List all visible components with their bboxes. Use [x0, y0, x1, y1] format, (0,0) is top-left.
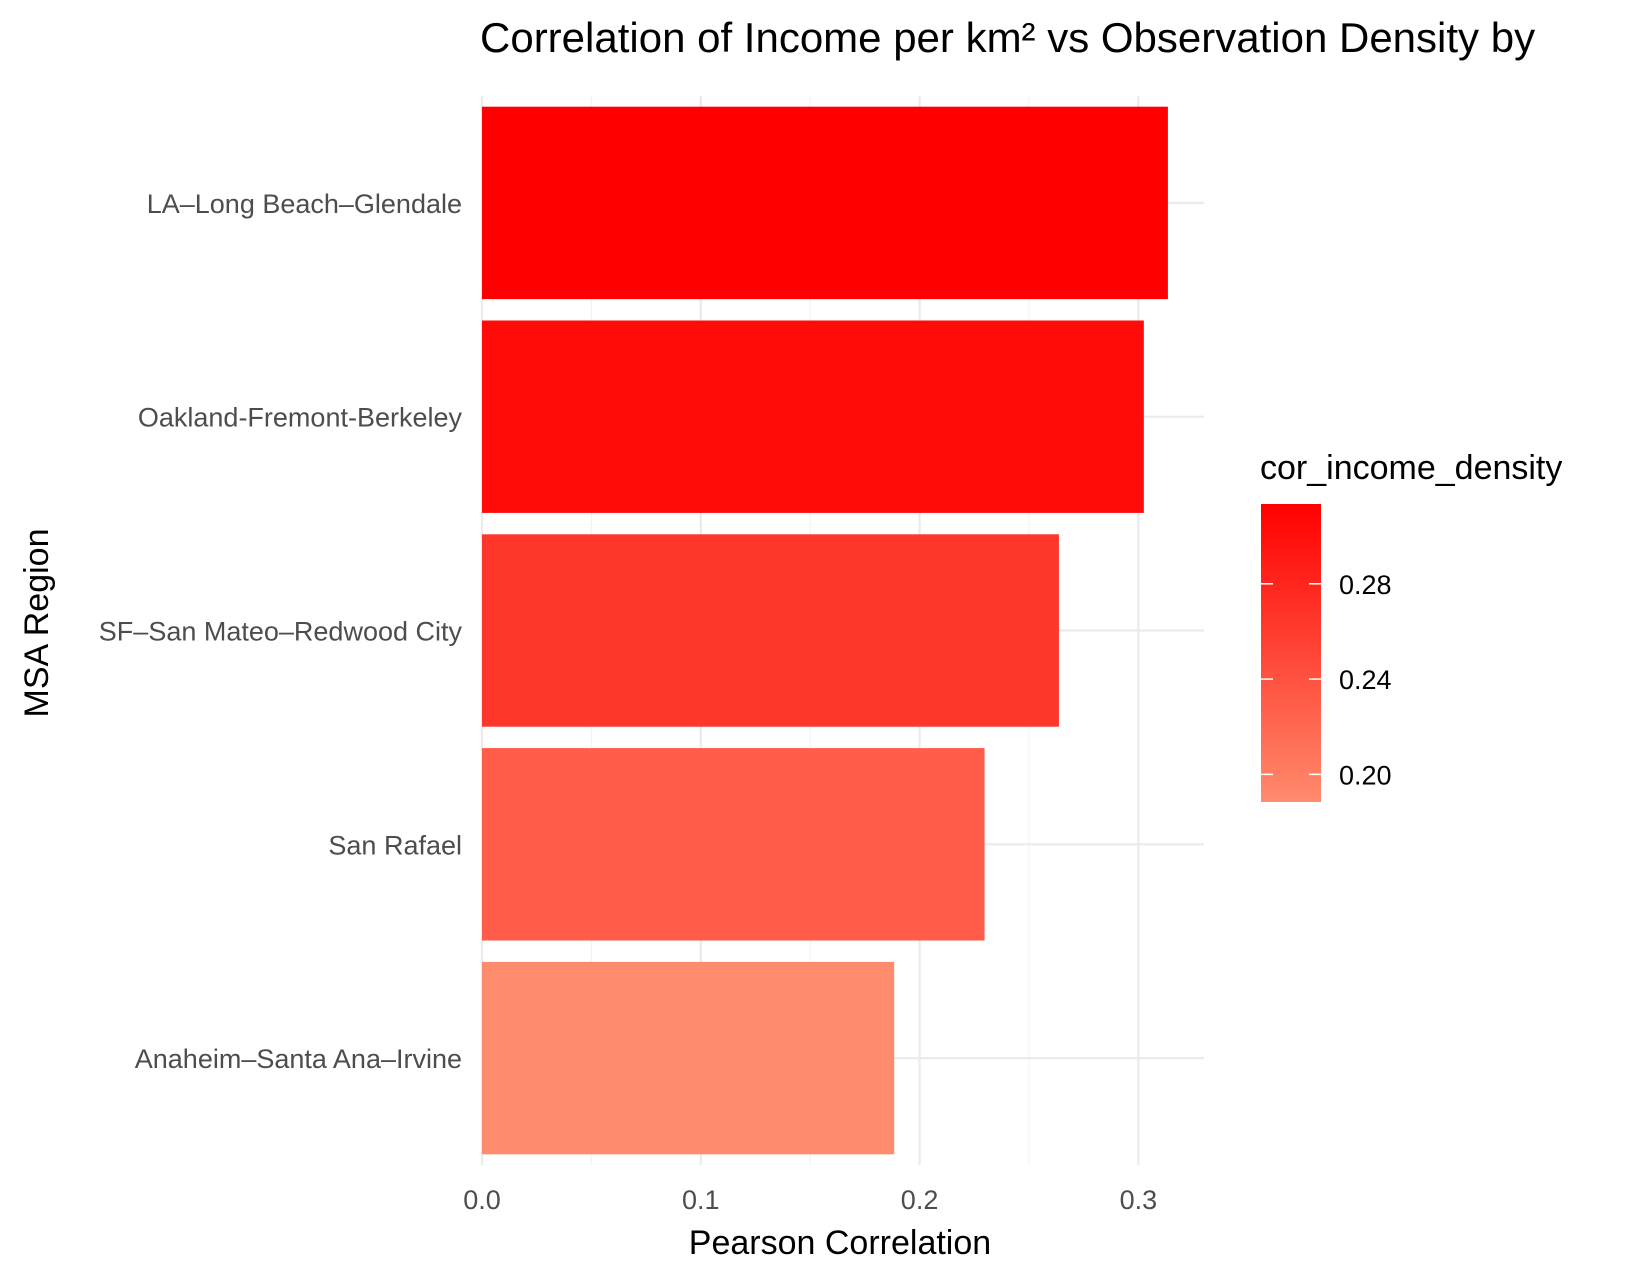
bar — [482, 106, 1168, 300]
legend-tick-label: 0.28 — [1339, 570, 1392, 600]
legend-colorbar — [1261, 504, 1321, 802]
bar — [482, 534, 1059, 727]
y-axis-title: MSA Region — [18, 529, 56, 718]
x-axis-ticks: 0.0 0.1 0.2 0.3 — [463, 1185, 1157, 1215]
bar — [482, 748, 985, 941]
category-label: Oakland-Fremont-Berkeley — [138, 403, 463, 433]
x-tick-label: 0.2 — [901, 1185, 939, 1215]
legend-ticks: 0.20 0.24 0.28 — [1261, 570, 1392, 790]
category-label: Anaheim–Santa Ana–Irvine — [135, 1044, 462, 1074]
bars — [482, 106, 1168, 1155]
legend: cor_income_density 0.20 0.24 0.28 — [1260, 449, 1562, 802]
category-labels: LA–Long Beach–Glendale Oakland-Fremont-Be… — [99, 189, 463, 1074]
bar — [482, 961, 895, 1155]
category-label: LA–Long Beach–Glendale — [147, 189, 462, 219]
x-tick-label: 0.1 — [682, 1185, 720, 1215]
category-label: SF–San Mateo–Redwood City — [99, 617, 463, 647]
category-label: San Rafael — [328, 830, 462, 860]
chart-title: Correlation of Income per km² vs Observa… — [480, 14, 1535, 61]
x-tick-label: 0.3 — [1120, 1185, 1158, 1215]
legend-tick-label: 0.24 — [1339, 665, 1392, 695]
legend-title: cor_income_density — [1260, 449, 1562, 487]
x-tick-label: 0.0 — [463, 1185, 501, 1215]
bar — [482, 320, 1144, 513]
x-axis-title: Pearson Correlation — [689, 1224, 991, 1262]
legend-tick-label: 0.20 — [1339, 760, 1392, 790]
